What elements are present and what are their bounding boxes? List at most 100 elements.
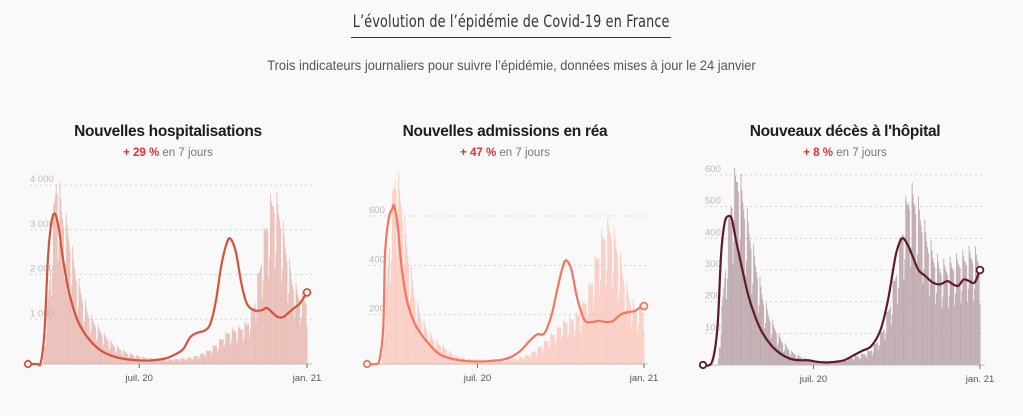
y-tick-label: 100 [705, 322, 721, 333]
bar [268, 276, 270, 364]
bar [602, 238, 604, 364]
bar [603, 238, 605, 364]
bar [568, 333, 570, 364]
bar [134, 358, 136, 364]
bar [253, 306, 255, 364]
bar [555, 340, 557, 364]
bar [493, 360, 495, 364]
bar [96, 337, 98, 364]
bar [729, 213, 731, 365]
bar [735, 176, 737, 365]
bar [427, 332, 429, 364]
bar [886, 311, 888, 365]
bar [969, 252, 971, 365]
bar [256, 309, 258, 364]
bar [567, 338, 569, 364]
bar [181, 358, 183, 364]
bar [897, 304, 899, 365]
bar [235, 331, 237, 364]
bar [577, 315, 579, 364]
bar [968, 245, 970, 365]
bar [745, 275, 746, 365]
bar [620, 253, 621, 364]
bar [565, 322, 567, 364]
bar [896, 274, 898, 365]
bar [200, 353, 202, 364]
bar [895, 278, 897, 365]
bar [754, 255, 756, 365]
bar [909, 266, 911, 365]
bar [534, 351, 536, 364]
bar [783, 352, 785, 365]
bar [227, 333, 229, 364]
bar [809, 361, 811, 365]
bar [408, 264, 410, 364]
bar [490, 360, 492, 364]
bar [752, 283, 754, 365]
bar [64, 264, 66, 364]
bar [140, 359, 142, 364]
bar [898, 237, 900, 365]
bar [927, 252, 929, 365]
bar [569, 315, 571, 364]
bar [543, 340, 545, 364]
bar [124, 350, 126, 364]
bar [393, 187, 395, 364]
bar [751, 294, 753, 365]
bar [925, 232, 927, 365]
bar [570, 318, 572, 364]
bar [771, 334, 773, 365]
bar [976, 260, 978, 365]
bar [517, 359, 519, 364]
bar [189, 357, 191, 364]
bar [576, 313, 578, 364]
bar [300, 324, 302, 364]
bar [489, 360, 491, 364]
bar [639, 307, 641, 364]
bar [162, 359, 164, 364]
bar [961, 291, 963, 365]
bar [516, 360, 518, 364]
bar [403, 264, 405, 364]
bar [858, 356, 860, 365]
bar [580, 332, 582, 364]
bar [420, 321, 422, 364]
bar [114, 346, 116, 364]
bar [159, 361, 161, 364]
bar [389, 248, 391, 364]
bar [885, 333, 887, 365]
bar [814, 362, 816, 365]
bar [879, 345, 880, 365]
bar [592, 310, 594, 364]
bar [113, 345, 115, 364]
bar [424, 324, 426, 364]
bar [832, 361, 834, 365]
bar [742, 202, 744, 365]
bar [572, 320, 573, 364]
change-suffix: en 7 jours [162, 147, 213, 159]
change-deces: + 8 % en 7 jours [680, 147, 1010, 159]
bar [43, 346, 45, 364]
bar [733, 240, 735, 365]
bar [384, 325, 386, 364]
bar [958, 265, 960, 365]
bar [505, 361, 506, 364]
bar [419, 313, 420, 364]
bar [291, 285, 293, 364]
bar [566, 323, 568, 364]
bar [643, 331, 645, 364]
bar [270, 201, 272, 364]
bar [975, 246, 976, 365]
bar [734, 167, 736, 365]
bar [724, 278, 726, 365]
bar [276, 192, 278, 364]
bar [303, 300, 305, 364]
bar [979, 303, 981, 365]
bar [946, 271, 947, 365]
bar [422, 334, 424, 364]
bar [563, 321, 565, 364]
bar [538, 347, 540, 364]
bar [717, 358, 719, 365]
bar [297, 294, 299, 364]
